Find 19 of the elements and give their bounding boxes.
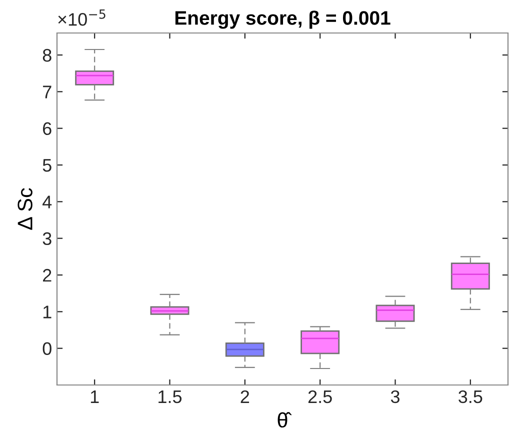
y-tick-label: 2 (43, 268, 52, 282)
x-axis-title: θ̂ (278, 412, 292, 428)
y-tick-label: 7 (43, 86, 52, 98)
y-tick-label: 4 (42, 196, 52, 208)
x-tick-label: 1.5 (158, 390, 182, 404)
y-tick-label: 6 (43, 122, 52, 136)
y-tick-label: 3 (42, 232, 52, 246)
chart-title: Energy score, β = 0.001 (175, 10, 390, 29)
y-tick-label: 0 (42, 342, 52, 356)
y-tick-label: 5 (42, 159, 52, 172)
x-tick-label: 2 (240, 390, 250, 403)
text: ×10$^{−5}$ (58, 9, 106, 26)
y-axis-title: Δ Sc (18, 188, 32, 230)
x-tick-label: 3 (390, 390, 400, 404)
x-tick-label: 1 (90, 390, 99, 403)
x-tick-label: 3.5 (458, 390, 482, 404)
x-tick-label: 2.5 (308, 390, 332, 404)
y-tick-label: 8 (42, 48, 52, 62)
y-tick-label: 1 (43, 306, 52, 318)
